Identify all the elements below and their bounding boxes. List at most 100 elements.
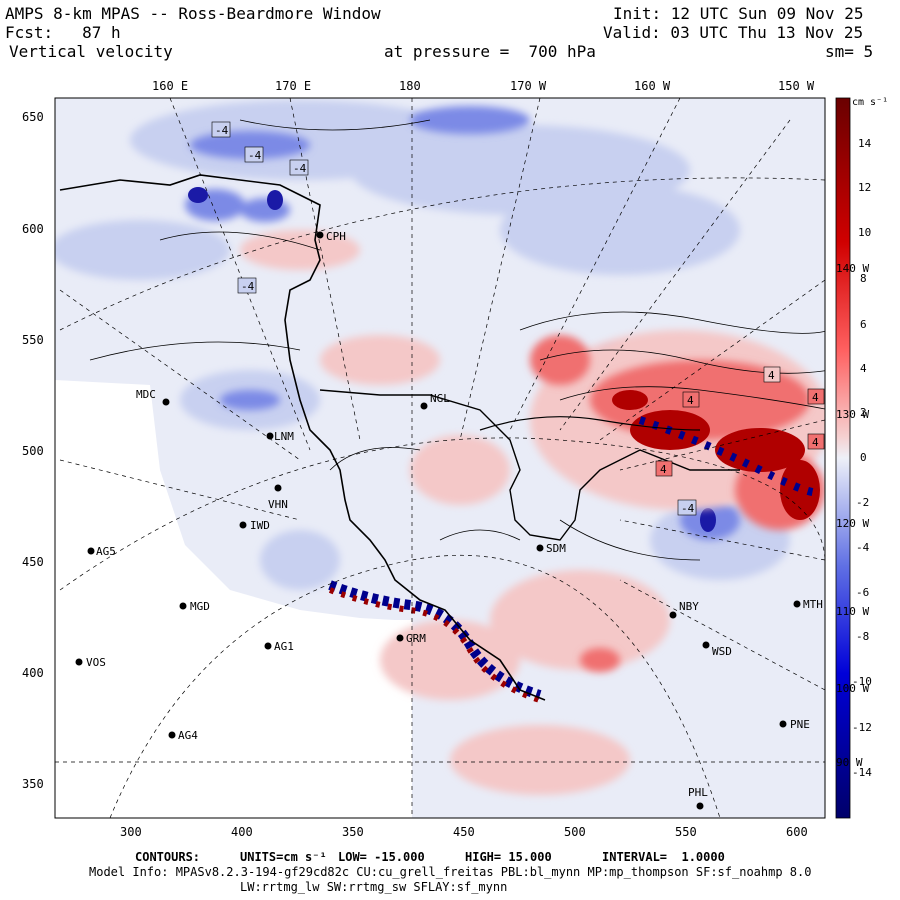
colorbar-tick: -4 [856,541,870,554]
svg-text:WSD: WSD [712,645,732,658]
svg-text:-4: -4 [215,124,229,137]
svg-text:4: 4 [660,463,667,476]
forecast-hour: Fcst: 87 h [5,23,121,42]
bottom-axis-tick: 300 [120,825,142,839]
edge-longitude-label: 100 W [836,682,869,695]
station: NBY [669,600,699,619]
top-axis-label: 170 W [510,79,547,93]
contours-units: UNITS=cm s⁻¹ [240,850,327,864]
contours-interval: INTERVAL= 1.0000 [602,850,725,864]
coastal-wave-band [328,416,824,703]
pressure-level: at pressure = 700 hPa [384,42,596,61]
svg-text:VOS: VOS [86,656,106,669]
model-info: Model Info: MPASv8.2.3-194-gf29cd82c CU:… [89,865,812,879]
station: VOS [75,656,106,669]
station: LNM [266,430,294,443]
colorbar-tick: -8 [856,630,869,643]
coastline-west [59,174,546,701]
svg-text:AG5: AG5 [96,545,116,558]
svg-text:IWD: IWD [250,519,270,532]
left-axis: 650 600 550 500 450 400 350 [22,110,44,791]
svg-text:MDC: MDC [136,388,156,401]
edge-longitude-label: 130 W [836,408,869,421]
top-axis-label: 180 [399,79,421,93]
left-axis-tick: 650 [22,110,44,124]
station: NGL [420,392,450,410]
contour-label: 4 [682,391,700,408]
bottom-axis-tick: 500 [564,825,586,839]
contour-label: -4 [289,159,309,176]
svg-text:VHN: VHN [268,498,288,511]
init-time: Init: 12 UTC Sun 09 Nov 25 [613,4,864,23]
svg-text:-4: -4 [248,149,262,162]
bottom-axis-tick: 350 [342,825,364,839]
top-axis: 160 E 170 E 180 170 W 160 W 150 W [152,79,815,93]
colorbar-tick: 0 [860,451,867,464]
station: IWD [239,519,270,532]
colorbar: cm s⁻¹ 14 12 10 8 6 4 2 0 -2 -4 -6 -8 -1… [835,97,888,819]
svg-text:4: 4 [812,436,819,449]
station: MGD [179,600,210,613]
svg-text:CPH: CPH [326,230,346,243]
contour-label: -4 [677,499,697,516]
svg-text:-4: -4 [681,502,695,515]
velocity-field: -4 -4 -4 4 4 4 4 -4 -4 4 CPH MDC NGL LNM… [55,98,825,818]
map-title: AMPS 8-km MPAS -- Ross-Beardmore Window [5,4,381,23]
edge-longitude-label: 140 W [836,262,869,275]
svg-text:4: 4 [687,394,694,407]
left-axis-tick: 550 [22,333,44,347]
colorbar-tick: 8 [860,272,867,285]
colorbar-tick: -10 [852,675,872,688]
svg-text:NBY: NBY [679,600,699,613]
top-axis-label: 160 W [634,79,671,93]
contour-label: 4 [807,388,825,405]
colorbar-tick: -14 [852,766,872,779]
bottom-axis: 300 350 400 450 500 550 600 [120,825,808,839]
bottom-axis-tick: 600 [786,825,808,839]
left-axis-tick: 450 [22,555,44,569]
colorbar-tick: -12 [852,721,872,734]
colorbar-tick: 4 [860,362,867,375]
bottom-axis-tick: 550 [675,825,697,839]
valid-time: Valid: 03 UTC Thu 13 Nov 25 [603,23,864,42]
svg-text:4: 4 [812,391,819,404]
contour-lines [89,119,825,561]
svg-text:PNE: PNE [790,718,810,731]
svg-text:4: 4 [768,369,775,382]
station: AG1 [264,640,294,653]
station: VHN [268,484,288,511]
station: WSD [702,641,732,658]
svg-text:PHL: PHL [688,786,708,799]
station: PNE [779,718,810,731]
contour-label: 4 [763,366,781,383]
colorbar-units: cm s⁻¹ [852,97,888,108]
svg-text:NGL: NGL [430,392,450,405]
colorbar-tick: 12 [858,181,871,194]
contours-low: LOW= -15.000 [338,850,425,864]
model-info-radiation: LW:rrtmg_lw SW:rrtmg_sw SFLAY:sf_mynn [240,880,508,894]
svg-text:AG1: AG1 [274,640,294,653]
contour-label: 4 [807,433,825,450]
colorbar-tick: 2 [860,406,867,419]
station: GRM [396,632,426,645]
contour-label: -4 [211,121,231,138]
colorbar-tick: 6 [860,318,867,331]
colorbar-tick: -6 [856,586,869,599]
bottom-axis-tick: 400 [231,825,253,839]
left-axis-tick: 500 [22,444,44,458]
svg-text:GRM: GRM [406,632,426,645]
colorbar-tick: 14 [858,137,872,150]
station: AG4 [168,729,198,742]
colorbar-tick: -2 [856,496,869,509]
svg-text:SDM: SDM [546,542,566,555]
svg-text:-4: -4 [241,280,255,293]
graticule [55,98,825,818]
svg-text:AG4: AG4 [178,729,198,742]
contour-label: 4 [655,460,673,477]
edge-longitude-label: 110 W [836,605,869,618]
top-axis-label: 170 E [275,79,311,93]
left-axis-tick: 350 [22,777,44,791]
station: MTH [793,598,823,611]
svg-text:MTH: MTH [803,598,823,611]
svg-text:LNM: LNM [274,430,294,443]
